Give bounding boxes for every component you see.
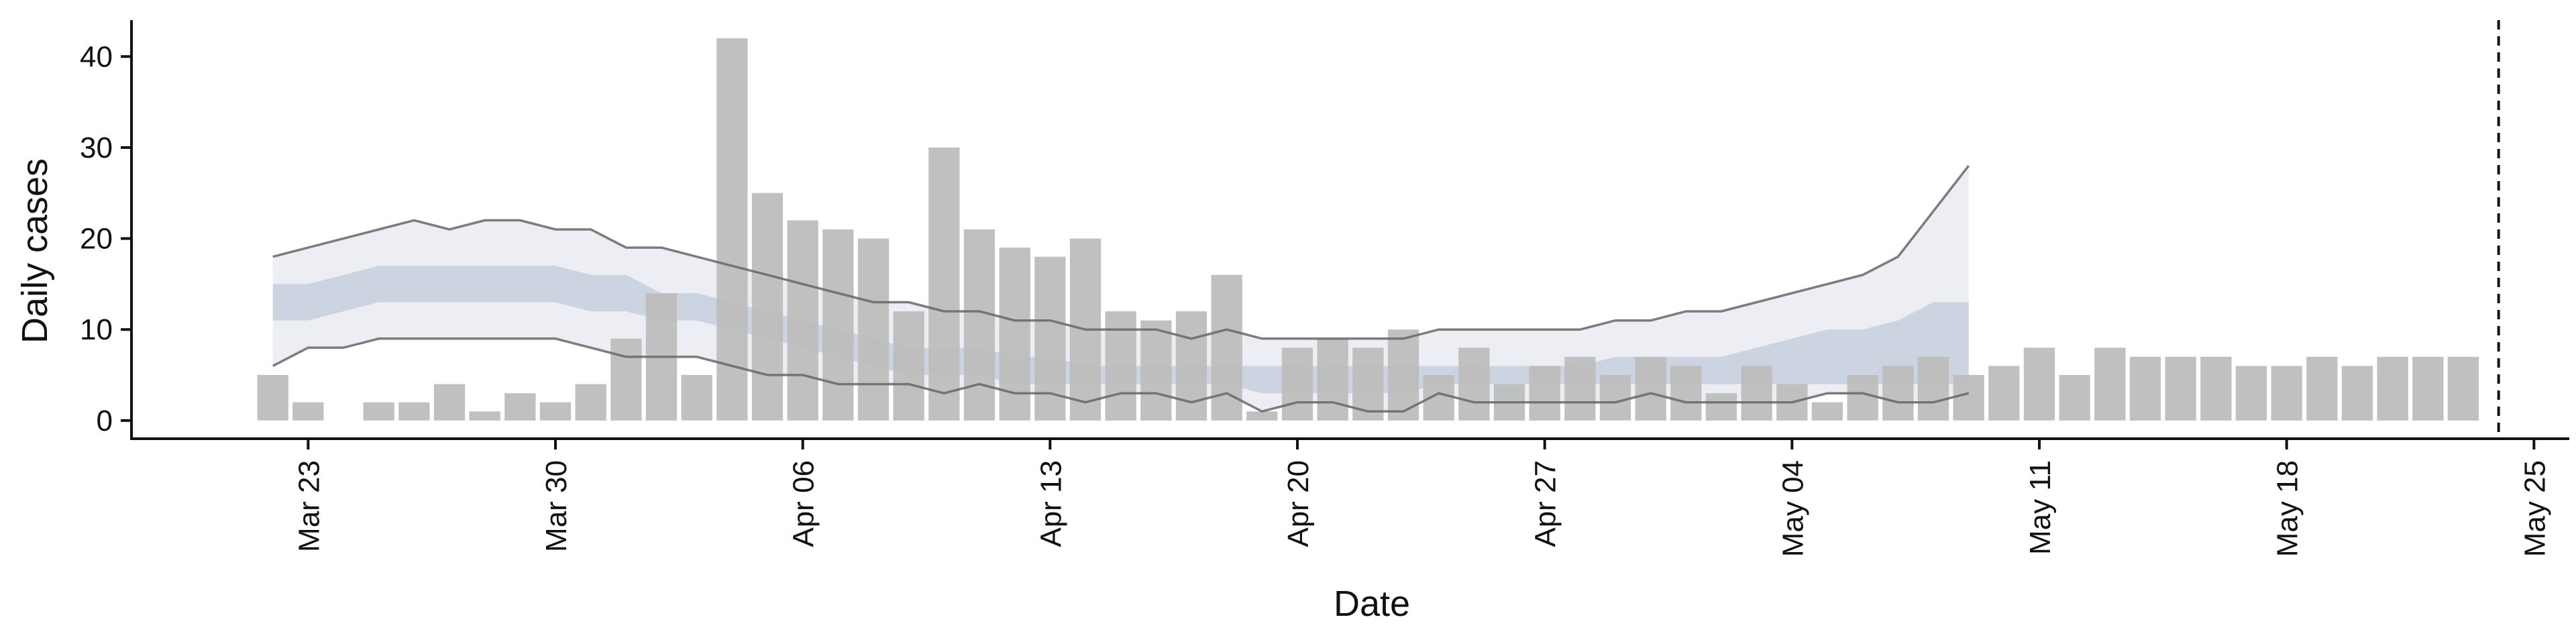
x-tick-label: Apr 06 [788, 460, 820, 547]
bar [1140, 320, 1172, 421]
bar [2059, 375, 2090, 421]
bar [2094, 347, 2126, 421]
y-axis-title: Daily cases [15, 158, 55, 343]
bar [575, 384, 606, 421]
bar [1317, 338, 1348, 421]
y-tick-label: 20 [80, 223, 113, 256]
x-axis-title: Date [1334, 584, 1410, 624]
bar [1882, 366, 1914, 421]
x-tick-label: May 18 [2271, 460, 2304, 557]
bar [1917, 356, 1949, 421]
bar [257, 375, 288, 421]
bar [1988, 366, 2020, 421]
y-tick-label: 40 [80, 40, 113, 73]
lower-90-line [272, 337, 1970, 413]
bar [681, 375, 712, 421]
x-tick-label: Apr 27 [1529, 460, 1562, 547]
bar [893, 311, 924, 421]
x-tick-label: May 11 [2024, 460, 2057, 555]
bar [610, 338, 642, 421]
bar [433, 384, 466, 421]
x-tick-label: Apr 20 [1282, 460, 1315, 547]
bar [2341, 366, 2373, 421]
bar [1175, 311, 1208, 421]
bar [292, 402, 324, 421]
x-tick-label: May 25 [2518, 460, 2551, 557]
bar [716, 38, 748, 421]
x-tick-label: Mar 30 [540, 460, 573, 552]
bar [2271, 366, 2302, 421]
bar [999, 248, 1030, 421]
bar [1635, 356, 1666, 421]
bar [398, 402, 430, 421]
bar [1705, 393, 1737, 421]
bar [2412, 356, 2444, 421]
bar [2306, 356, 2338, 421]
x-tick-label: Mar 23 [292, 460, 325, 552]
band-lines [272, 164, 1970, 413]
y-tick-label: 10 [80, 313, 113, 346]
bar [1670, 366, 1702, 421]
bar [2129, 356, 2161, 421]
bar [1741, 366, 1772, 421]
band-90-area [272, 166, 1969, 412]
bar [2023, 347, 2055, 421]
bar [1847, 375, 1878, 421]
bar [1281, 347, 1313, 421]
bar [2377, 356, 2408, 421]
band-50-area [272, 266, 1969, 394]
y-tick-label: 30 [80, 131, 113, 164]
bar [1953, 375, 1984, 421]
bar [1599, 375, 1631, 421]
bar [1564, 356, 1596, 421]
x-tick-label: Apr 13 [1034, 460, 1067, 547]
bar [857, 238, 890, 421]
bar [1105, 311, 1136, 421]
upper-90-line [272, 164, 1970, 340]
bar [1458, 347, 1490, 421]
bar [504, 393, 536, 421]
bar [963, 229, 996, 421]
bar [539, 402, 572, 421]
bar [751, 193, 784, 421]
bar [1246, 411, 1278, 421]
x-tick-label: May 04 [1776, 460, 1809, 557]
bar [822, 229, 854, 421]
y-tick-label: 0 [97, 405, 113, 437]
bar [928, 147, 960, 421]
axes: 0 10 20 30 40 Mar 23 Mar 30 Apr 06 Apr 13 Apr 20 A… [80, 20, 2569, 557]
bar [1529, 366, 1560, 421]
bars [257, 38, 2479, 421]
bar [2200, 356, 2232, 421]
bar [2447, 356, 2479, 421]
bar [469, 411, 500, 421]
bar [363, 402, 394, 421]
bar [2165, 356, 2196, 421]
bar [2235, 366, 2267, 421]
bar [787, 220, 818, 421]
forecast-bands [272, 166, 1969, 412]
bar [1811, 402, 1843, 421]
